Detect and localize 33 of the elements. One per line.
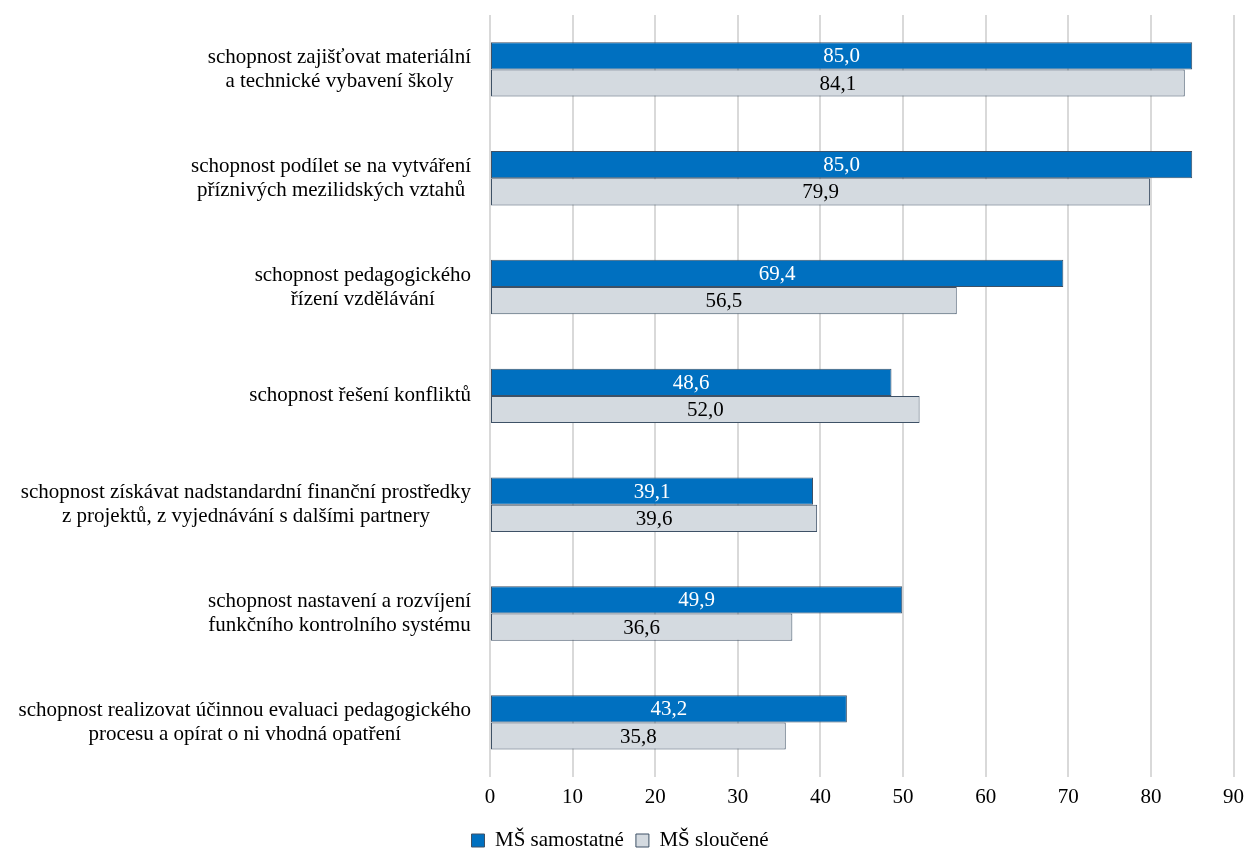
data-label: 84,1 — [819, 70, 857, 95]
data-label: 49,9 — [678, 587, 715, 612]
data-label: 56,5 — [705, 288, 743, 313]
y-tick-label: schopnost řešení konfliktů — [249, 382, 472, 407]
x-tick-label: 0 — [484, 783, 496, 808]
legend-label: MŠ samostatné — [495, 827, 624, 852]
x-tick-label: 20 — [644, 783, 666, 808]
data-label: 85,0 — [823, 152, 860, 177]
data-label: 39,6 — [635, 505, 673, 530]
y-tick-label: schopnost získávat nadstandardní finanční prostředky z projektů, z vyjednávání s dalšími partnery — [20, 479, 472, 528]
data-label: 52,0 — [686, 397, 724, 422]
x-tick-label: 50 — [892, 783, 914, 808]
data-label: 79,9 — [802, 179, 839, 204]
y-tick-label: schopnost pedagogického řízení vzdělávání — [254, 261, 471, 310]
legend-label: MŠ sloučené — [659, 827, 769, 852]
x-tick-label: 90 — [1223, 783, 1244, 808]
x-tick-label: 80 — [1140, 783, 1162, 808]
y-tick-label: schopnost zajišťovat materiální a technické vybavení školy — [207, 43, 472, 92]
data-label: 69,4 — [758, 260, 797, 285]
data-label: 85,0 — [823, 43, 860, 68]
x-tick-label: 40 — [809, 783, 831, 808]
data-label: 43,2 — [650, 696, 688, 721]
data-label: 35,8 — [620, 723, 657, 748]
x-tick-label: 30 — [727, 783, 749, 808]
x-tick-label: 10 — [562, 783, 584, 808]
y-tick-label: schopnost podílet se na vytváření příznivých mezilidských vztahů — [191, 152, 472, 201]
data-label: 48,6 — [672, 369, 710, 394]
x-tick-label: 70 — [1057, 783, 1079, 808]
y-tick-label: schopnost nastavení a rozvíjení funkčního kontrolního systému — [207, 588, 472, 637]
y-tick-label: schopnost realizovat účinnou evaluaci pedagogického procesu a opírat o ni vhodná opatření — [18, 696, 472, 745]
x-tick-label: 60 — [975, 783, 997, 808]
data-label: 36,6 — [623, 614, 661, 639]
data-label: 39,1 — [633, 478, 671, 503]
